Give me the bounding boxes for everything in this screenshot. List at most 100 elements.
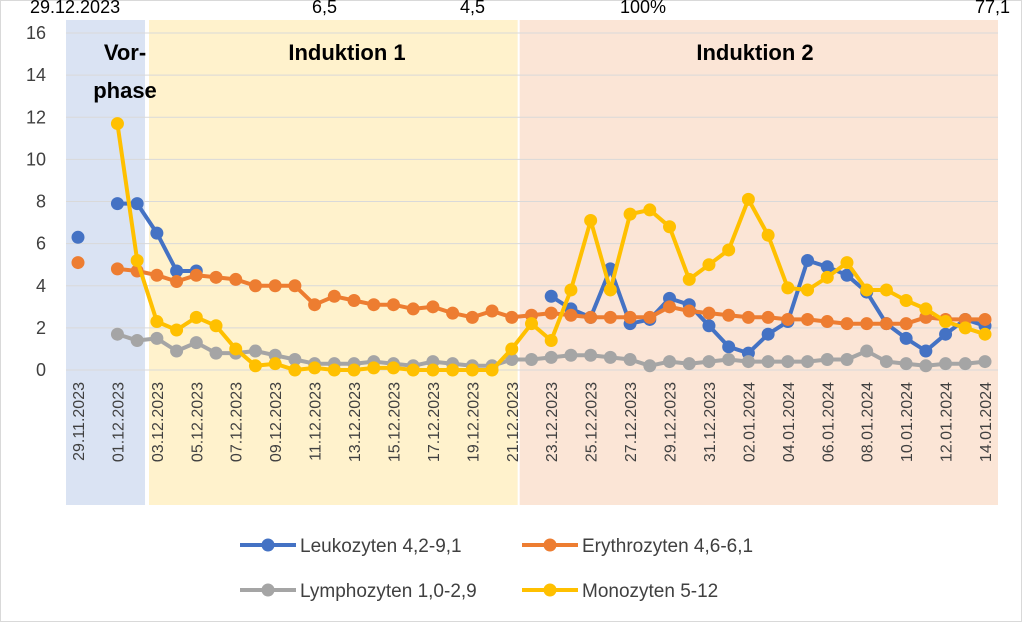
data-point-lymphozyten xyxy=(801,355,814,368)
data-point-monozyten xyxy=(880,283,893,296)
data-point-erythrozyten xyxy=(702,307,715,320)
legend-marker-lymphozyten xyxy=(262,584,275,597)
x-tick-label: 29.12.2023 xyxy=(663,382,680,462)
data-point-erythrozyten xyxy=(564,309,577,322)
data-point-lymphozyten xyxy=(742,355,755,368)
x-tick-label: 13.12.2023 xyxy=(347,382,364,462)
data-point-monozyten xyxy=(111,117,124,130)
legend-label-erythrozyten: Erythrozyten 4,6-6,1 xyxy=(582,536,753,557)
data-point-monozyten xyxy=(367,361,380,374)
data-point-lymphozyten xyxy=(190,336,203,349)
data-point-leukozyten xyxy=(545,290,558,303)
y-tick-label: 10 xyxy=(26,149,46,169)
data-point-lymphozyten xyxy=(170,345,183,358)
data-point-monozyten xyxy=(840,256,853,269)
x-tick-label: 06.01.2024 xyxy=(820,382,837,462)
legend-marker-monozyten xyxy=(544,584,557,597)
phase-label: Induktion 2 xyxy=(696,40,813,65)
data-point-leukozyten xyxy=(111,197,124,210)
y-tick-label: 12 xyxy=(26,107,46,127)
data-point-lymphozyten xyxy=(880,355,893,368)
data-point-lymphozyten xyxy=(249,345,262,358)
data-point-erythrozyten xyxy=(900,317,913,330)
data-point-lymphozyten xyxy=(663,355,676,368)
data-point-monozyten xyxy=(387,361,400,374)
data-point-monozyten xyxy=(131,254,144,267)
data-point-leukozyten xyxy=(722,340,735,353)
data-point-leukozyten xyxy=(762,328,775,341)
x-tick-label: 31.12.2023 xyxy=(702,382,719,462)
data-point-lymphozyten xyxy=(860,345,873,358)
data-point-monozyten xyxy=(308,361,321,374)
data-point-monozyten xyxy=(170,323,183,336)
data-point-monozyten xyxy=(210,319,223,332)
data-point-leukozyten xyxy=(939,328,952,341)
data-point-monozyten xyxy=(426,364,439,377)
y-tick-label: 6 xyxy=(36,234,46,254)
data-point-monozyten xyxy=(407,364,420,377)
data-point-monozyten xyxy=(801,283,814,296)
data-point-erythrozyten xyxy=(781,313,794,326)
data-point-erythrozyten xyxy=(446,307,459,320)
phase-label: phase xyxy=(93,78,157,103)
x-tick-label: 10.01.2024 xyxy=(899,382,916,462)
data-point-erythrozyten xyxy=(486,305,499,318)
x-tick-label: 11.12.2023 xyxy=(308,382,325,461)
data-point-erythrozyten xyxy=(505,311,518,324)
data-point-lymphozyten xyxy=(545,351,558,364)
data-point-erythrozyten xyxy=(111,262,124,275)
data-point-monozyten xyxy=(624,208,637,221)
data-point-erythrozyten xyxy=(269,279,282,292)
data-point-lymphozyten xyxy=(919,359,932,372)
data-point-lymphozyten xyxy=(111,328,124,341)
data-point-monozyten xyxy=(959,321,972,334)
data-point-monozyten xyxy=(486,364,499,377)
data-point-monozyten xyxy=(348,364,361,377)
x-tick-label: 23.12.2023 xyxy=(544,382,561,462)
data-point-monozyten xyxy=(229,342,242,355)
data-point-erythrozyten xyxy=(979,313,992,326)
data-point-leukozyten xyxy=(900,332,913,345)
legend-label-lymphozyten: Lymphozyten 1,0-2,9 xyxy=(300,581,477,602)
data-point-lymphozyten xyxy=(702,355,715,368)
data-point-monozyten xyxy=(900,294,913,307)
data-point-erythrozyten xyxy=(683,305,696,318)
x-tick-label: 02.01.2024 xyxy=(741,382,758,462)
data-point-erythrozyten xyxy=(249,279,262,292)
data-point-erythrozyten xyxy=(308,298,321,311)
data-point-monozyten xyxy=(919,302,932,315)
data-point-monozyten xyxy=(584,214,597,227)
data-point-leukozyten xyxy=(801,254,814,267)
data-point-lymphozyten xyxy=(979,355,992,368)
data-point-erythrozyten xyxy=(288,279,301,292)
data-point-monozyten xyxy=(979,328,992,341)
data-point-erythrozyten xyxy=(229,273,242,286)
cropped-text-value-3: 100% xyxy=(620,0,666,17)
data-point-erythrozyten xyxy=(801,313,814,326)
data-point-lymphozyten xyxy=(584,349,597,362)
data-point-leukozyten xyxy=(131,197,144,210)
data-point-lymphozyten xyxy=(604,351,617,364)
data-point-monozyten xyxy=(643,203,656,216)
chart: 29.12.2023 6,5 4,5 100% 77,1 02468101214… xyxy=(0,0,1023,623)
data-point-monozyten xyxy=(525,317,538,330)
data-point-lymphozyten xyxy=(150,332,163,345)
y-tick-label: 14 xyxy=(26,65,46,85)
data-point-monozyten xyxy=(288,364,301,377)
cropped-text-value-1: 6,5 xyxy=(312,0,337,17)
data-point-monozyten xyxy=(446,364,459,377)
data-point-lymphozyten xyxy=(939,357,952,370)
x-tick-label: 15.12.2023 xyxy=(386,382,403,462)
data-point-lymphozyten xyxy=(722,353,735,366)
data-point-lymphozyten xyxy=(683,357,696,370)
x-tick-label: 09.12.2023 xyxy=(268,382,285,462)
x-tick-label: 03.12.2023 xyxy=(150,382,167,462)
data-point-erythrozyten xyxy=(722,309,735,322)
data-point-erythrozyten xyxy=(150,269,163,282)
y-tick-label: 0 xyxy=(36,360,46,380)
x-tick-label: 25.12.2023 xyxy=(584,382,601,462)
cropped-text-value-2: 4,5 xyxy=(460,0,485,17)
data-point-erythrozyten xyxy=(840,317,853,330)
data-point-monozyten xyxy=(663,220,676,233)
data-point-erythrozyten xyxy=(604,311,617,324)
